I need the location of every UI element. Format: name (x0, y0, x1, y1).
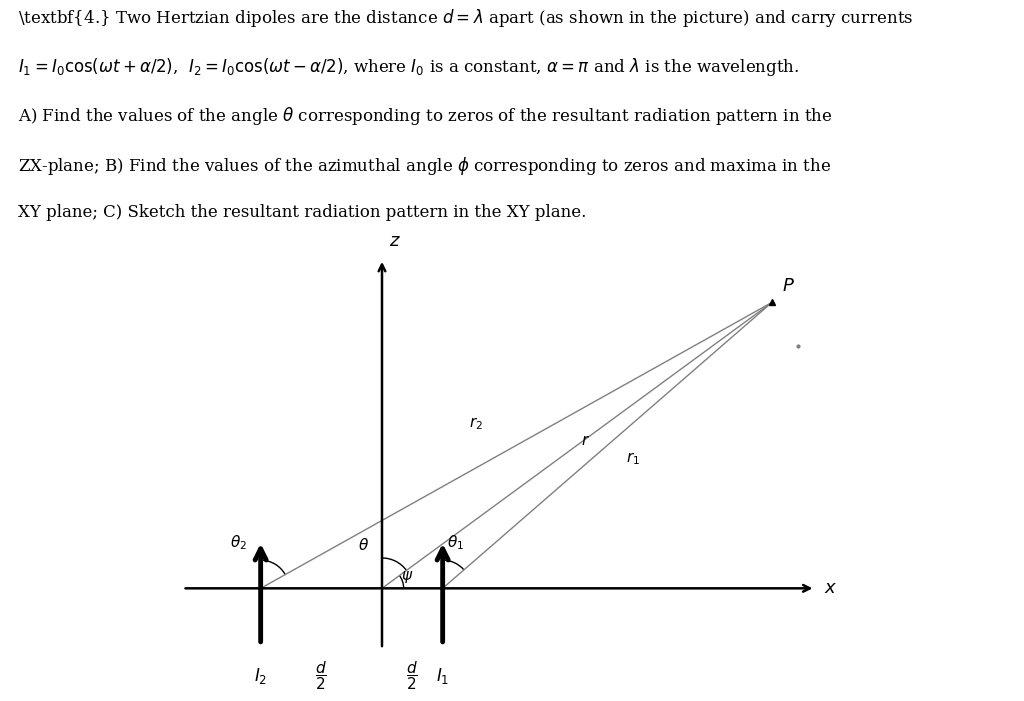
Text: $\dfrac{d}{2}$: $\dfrac{d}{2}$ (407, 660, 418, 692)
Text: $\psi$: $\psi$ (401, 569, 414, 585)
Text: $I_1 = I_0\cos(\omega t+\alpha/2)$,  $I_2 = I_0\cos(\omega t-\alpha/2)$, where $: $I_1 = I_0\cos(\omega t+\alpha/2)$, $I_2… (18, 56, 800, 78)
Text: $P$: $P$ (782, 278, 796, 295)
Text: $r_2$: $r_2$ (469, 415, 482, 432)
Text: ZX-plane; B) Find the values of the azimuthal angle $\phi$ corresponding to zero: ZX-plane; B) Find the values of the azim… (18, 155, 831, 177)
Text: A) Find the values of the angle $\theta$ corresponding to zeros of the resultant: A) Find the values of the angle $\theta$… (18, 105, 833, 128)
Text: $I_2$: $I_2$ (254, 667, 267, 686)
Text: $x$: $x$ (824, 579, 838, 597)
Text: $\dfrac{d}{2}$: $\dfrac{d}{2}$ (315, 660, 328, 692)
Text: \textbf{4.} Two Hertzian dipoles are the distance $d = \lambda$ apart (as shown : \textbf{4.} Two Hertzian dipoles are the… (18, 7, 913, 29)
Text: $\theta$: $\theta$ (358, 537, 369, 553)
Text: $\theta_1$: $\theta_1$ (447, 533, 464, 552)
Text: $\theta_2$: $\theta_2$ (230, 533, 248, 552)
Text: $r$: $r$ (582, 434, 591, 448)
Text: $z$: $z$ (389, 232, 400, 250)
Text: $r_1$: $r_1$ (627, 450, 640, 467)
Text: XY plane; C) Sketch the resultant radiation pattern in the XY plane.: XY plane; C) Sketch the resultant radiat… (18, 204, 587, 221)
Text: $I_1$: $I_1$ (436, 667, 450, 686)
